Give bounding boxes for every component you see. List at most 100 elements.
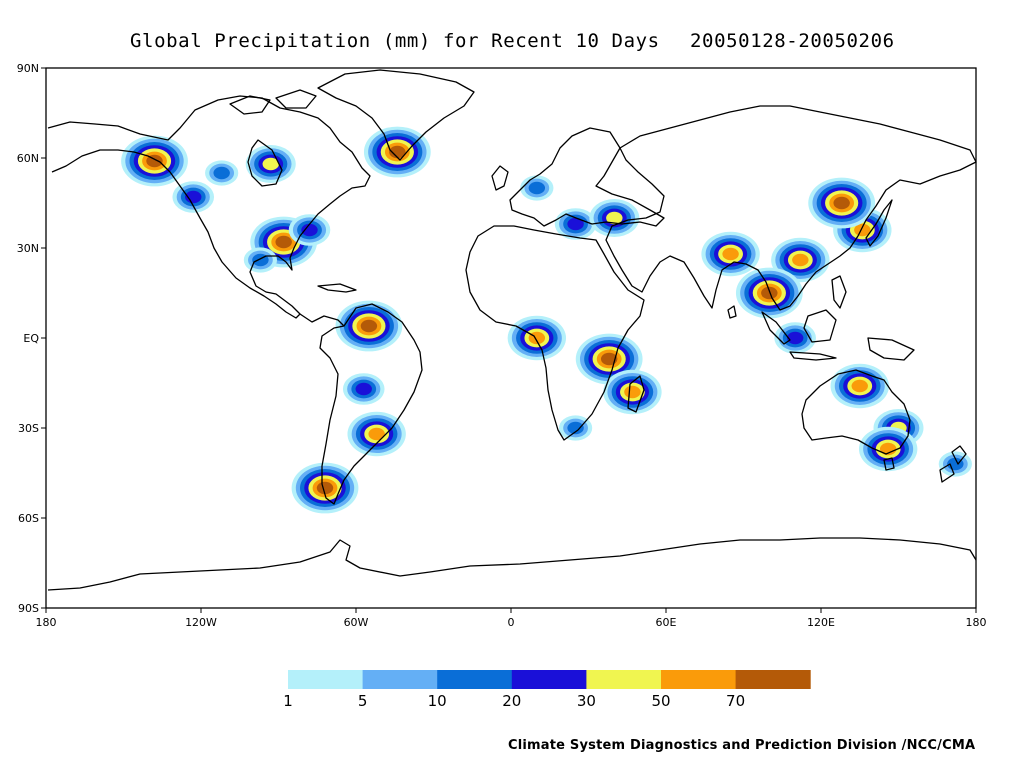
coast-antarctica — [47, 537, 977, 591]
precip-level-4 — [567, 217, 584, 231]
precip-level-3 — [567, 421, 584, 435]
precip-level-6 — [851, 379, 868, 393]
precip-level-5 — [606, 211, 623, 225]
precip-region-pacific-nw — [172, 181, 215, 213]
color-legend: 1 5 10 20 30 50 70 — [283, 670, 811, 710]
coast-britain — [491, 165, 509, 191]
coast-europe — [509, 127, 665, 227]
precip-level-6 — [624, 385, 641, 399]
legend-label: 70 — [726, 692, 745, 710]
precip-region-brazil-central — [342, 373, 385, 405]
coast-sumatra — [761, 311, 791, 345]
lon-tick-label: 60E — [656, 616, 677, 629]
precip-region-korea-manchuria — [808, 177, 876, 229]
precip-region-madagascar — [603, 369, 662, 415]
legend-swatch — [511, 670, 587, 689]
legend-label: 10 — [428, 692, 447, 710]
coast-philippines — [831, 275, 847, 309]
precip-region-brazil-south — [347, 411, 406, 457]
coast-africa — [465, 225, 645, 441]
coast-borneo — [803, 309, 837, 343]
precip-region-indonesia — [774, 322, 816, 354]
legend-swatch — [362, 670, 438, 689]
precip-region-canada-west — [205, 160, 239, 186]
precip-level-4 — [786, 331, 804, 345]
precip-region-us-east — [288, 214, 331, 246]
legend-swatch — [437, 670, 513, 689]
map-title: Global Precipitation (mm) for Recent 10 … — [0, 30, 1024, 56]
legend-label: 1 — [283, 692, 293, 710]
coast-tasmania — [883, 457, 895, 471]
coast-central-america — [299, 313, 345, 327]
lat-tick-label: 60S — [18, 512, 39, 525]
precipitation-layer — [121, 126, 972, 514]
precip-region-new-zealand — [938, 451, 972, 477]
coast-hudson-bay — [247, 139, 283, 187]
lat-tick-label: 90N — [17, 62, 39, 75]
lon-tick-label: 60W — [344, 616, 369, 629]
precip-region-australia-southeast — [858, 426, 918, 472]
precip-region-east-africa — [575, 333, 643, 385]
lon-tick-label: 0 — [508, 616, 515, 629]
precip-region-australia-north — [830, 363, 889, 409]
coast-new-guinea — [867, 337, 915, 361]
precip-level-7 — [389, 145, 406, 159]
coast-japan — [865, 199, 893, 247]
lat-tick-label: 60N — [17, 152, 39, 165]
coast-cuba — [317, 283, 357, 293]
precip-level-3 — [528, 181, 546, 195]
legend-label: 50 — [651, 692, 670, 710]
precip-level-6 — [854, 223, 871, 237]
precip-level-6 — [792, 253, 809, 267]
legend-swatch — [735, 670, 811, 689]
precip-region-himalaya — [701, 231, 760, 277]
lat-tick-label: 30S — [18, 422, 39, 435]
lat-tick-label: EQ — [23, 332, 39, 345]
credit-text: Climate System Diagnostics and Predictio… — [508, 738, 976, 753]
precip-level-7 — [600, 352, 618, 366]
lat-tick-label: 30N — [17, 242, 39, 255]
precip-level-5 — [262, 157, 279, 171]
precip-level-4 — [185, 190, 202, 204]
precip-level-6 — [879, 442, 897, 456]
coast-australia — [801, 369, 911, 455]
legend-label: 30 — [577, 692, 596, 710]
precip-region-hudson — [245, 145, 296, 183]
coast-arctic-islands — [229, 89, 317, 115]
legend-label: 20 — [502, 692, 521, 710]
coast-java — [789, 351, 837, 361]
precip-level-7 — [360, 319, 378, 333]
coastlines — [47, 69, 977, 591]
title-main: Global Precipitation (mm) for Recent 10 … — [130, 30, 660, 52]
coast-asia — [605, 105, 977, 311]
precip-region-mediterranean — [554, 208, 597, 240]
precip-region-greenland-south — [363, 126, 431, 178]
precip-level-7 — [316, 481, 334, 495]
lat-tick-label: 90S — [18, 602, 39, 615]
legend-swatch — [288, 670, 364, 689]
precip-level-4 — [355, 382, 372, 396]
axis-ticks: 180 120W 60W 0 60E 120E 180 90N 60N 30N EQ 30S 60S 90… — [17, 62, 987, 629]
lon-tick-label: 180 — [36, 616, 57, 629]
coast-greenland — [317, 69, 475, 161]
coast-madagascar — [627, 375, 645, 413]
coast-south-america — [319, 303, 423, 505]
coast-new-zealand — [939, 445, 967, 483]
precip-region-europe — [520, 175, 554, 201]
precip-region-guiana — [335, 300, 403, 352]
precip-level-3 — [213, 166, 230, 180]
precip-level-7 — [275, 235, 292, 249]
precip-region-patagonia — [291, 462, 359, 514]
precip-region-alaska-gulf — [121, 135, 188, 187]
legend-swatch — [661, 670, 737, 689]
precip-region-turkey — [589, 199, 640, 237]
precip-level-6 — [368, 427, 385, 441]
lon-tick-label: 120W — [185, 616, 217, 629]
precip-level-7 — [761, 286, 778, 300]
precip-region-south-china — [771, 237, 830, 283]
legend-label: 5 — [358, 692, 368, 710]
legend-swatch — [586, 670, 662, 689]
lon-tick-label: 120E — [807, 616, 835, 629]
precip-region-indochina — [735, 267, 803, 319]
